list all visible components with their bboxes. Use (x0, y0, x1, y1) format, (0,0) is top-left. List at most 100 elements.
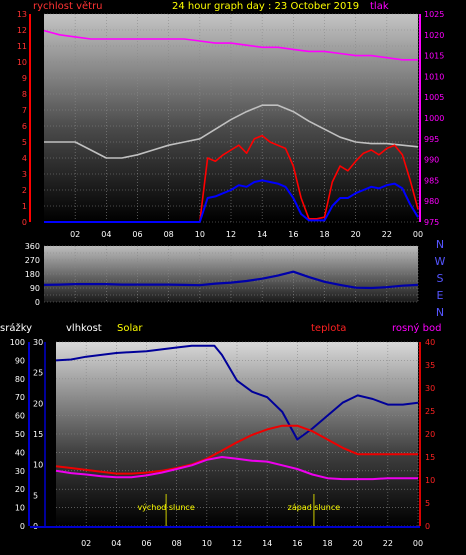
wind-tick-label: 9 (22, 74, 27, 83)
panel2-grid (44, 245, 419, 303)
temperature-tick-label: 35 (425, 361, 435, 370)
pressure-tick-label: 1015 (424, 52, 444, 61)
wind-tick-label: 5 (22, 138, 27, 147)
hour-tick-label: 00 (413, 539, 423, 548)
hour-tick-label: 18 (319, 230, 329, 239)
pressure-tick-label: 995 (424, 135, 439, 144)
hour-tick-label: 22 (382, 230, 392, 239)
pressure-tick-label: 1005 (424, 93, 444, 102)
degree-tick-label: 360 (25, 242, 40, 251)
pressure-tick-label: 1020 (424, 31, 444, 40)
wind-axis-label: rychlost větru (33, 0, 103, 12)
rain-tick-label: 30 (15, 467, 25, 476)
panel3-rain-ticks: 0 10 20 30 40 50 60 70 80 90 100 (10, 338, 25, 531)
temperature-tick-label: 20 (425, 430, 435, 439)
panel1-pressure-ticks: 975 980 985 990 995 1000 1005 1010 1015 1020 1025 (424, 10, 444, 227)
humidity-tick-label: 25 (33, 369, 43, 378)
hour-tick-label: 12 (232, 539, 242, 548)
temperature-tick-label: 5 (425, 499, 430, 508)
hour-tick-label: 16 (288, 230, 298, 239)
pressure-tick-label: 1010 (424, 72, 444, 81)
temperature-tick-label: 0 (425, 522, 430, 531)
hour-tick-label: 02 (81, 539, 91, 548)
hour-tick-label: 14 (257, 230, 267, 239)
wind-tick-label: 11 (17, 42, 27, 51)
wind-tick-label: 8 (22, 90, 27, 99)
wind-pressure-panel: 24 hour graph day : 23 October 2019 rych… (0, 0, 466, 240)
wind-tick-label: 10 (17, 58, 27, 67)
hour-tick-label: 08 (172, 539, 182, 548)
rain-tick-label: 50 (15, 430, 25, 439)
series-line-grey-line (44, 104, 419, 159)
panel2-degree-ticks: 0 90 180 270 360 (25, 242, 40, 307)
series-line-wind-dir (43, 270, 419, 290)
pressure-tick-label: 985 (424, 176, 439, 185)
temperature-axis-label: teplota (311, 323, 346, 334)
temperature-tick-label: 30 (425, 384, 435, 393)
humidity-tick-label: 20 (33, 399, 43, 408)
solar-axis-label: Solar (117, 323, 143, 334)
hour-tick-label: 06 (141, 539, 151, 548)
pressure-tick-label: 1025 (424, 10, 444, 19)
hour-tick-label: 22 (383, 539, 393, 548)
compass-label: S (437, 272, 444, 285)
panel1-grid (44, 13, 419, 223)
degree-tick-label: 270 (25, 256, 40, 265)
panel1-series (43, 29, 419, 223)
wind-tick-label: 1 (22, 202, 27, 211)
series-line-dewpoint (55, 456, 418, 481)
hour-tick-label: 00 (413, 230, 423, 239)
humidity-axis-label: vlhkost (66, 323, 102, 334)
rain-tick-label: 100 (10, 338, 25, 347)
panel3-series (55, 344, 419, 481)
rain-tick-label: 0 (20, 522, 25, 531)
hour-tick-label: 04 (111, 539, 121, 548)
hour-tick-label: 14 (262, 539, 272, 548)
degree-tick-label: 0 (35, 298, 40, 307)
hour-tick-label: 04 (101, 230, 111, 239)
panel1-hour-ticks: 02 04 06 08 10 12 14 16 18 20 22 00 (70, 230, 423, 239)
series-line-wind-gust (44, 134, 419, 223)
wind-tick-label: 0 (22, 218, 27, 227)
panel2-series (43, 270, 419, 290)
sun-annotation-label: západ slunce (288, 503, 341, 512)
hour-tick-label: 08 (164, 230, 174, 239)
pressure-axis-label: tlak (370, 1, 389, 12)
wind-tick-label: 6 (22, 122, 27, 131)
temperature-tick-label: 25 (425, 407, 435, 416)
hour-tick-label: 02 (70, 230, 80, 239)
humidity-tick-label: 10 (33, 461, 43, 470)
panel3-sun-annotations: východ slunce západ slunce (137, 494, 340, 526)
wind-tick-label: 4 (22, 154, 27, 163)
wind-tick-label: 13 (17, 10, 27, 19)
pressure-tick-label: 990 (424, 156, 439, 165)
pressure-tick-label: 975 (424, 218, 439, 227)
series-line-temperature (55, 424, 418, 475)
series-line-pressure (43, 29, 418, 61)
temperature-tick-label: 15 (425, 453, 435, 462)
humidity-tick-label: 15 (33, 430, 43, 439)
pressure-tick-label: 1000 (424, 114, 444, 123)
humidity-tick-label: 5 (33, 491, 38, 500)
wind-tick-label: 12 (17, 26, 27, 35)
hour-tick-label: 16 (292, 539, 302, 548)
wind-tick-label: 3 (22, 170, 27, 179)
compass-label: N (436, 238, 444, 251)
humidity-tick-label: 30 (33, 338, 43, 347)
rain-tick-label: 90 (15, 356, 25, 365)
series-line-wind-avg (44, 179, 419, 223)
series-line-humidity (55, 344, 419, 441)
panel3-temperature-ticks: 0 5 10 15 20 25 30 35 40 (425, 338, 435, 531)
humidity-temperature-panel: srážky vlhkost Solar teplota rosný bod 0… (0, 322, 441, 548)
sun-annotation-label: východ slunce (137, 503, 194, 512)
hour-tick-label: 18 (322, 539, 332, 548)
rain-tick-label: 20 (15, 485, 25, 494)
panel1-plot-area (44, 14, 418, 222)
degree-tick-label: 180 (25, 270, 40, 279)
wind-tick-label: 7 (22, 106, 27, 115)
hour-tick-label: 10 (202, 539, 212, 548)
